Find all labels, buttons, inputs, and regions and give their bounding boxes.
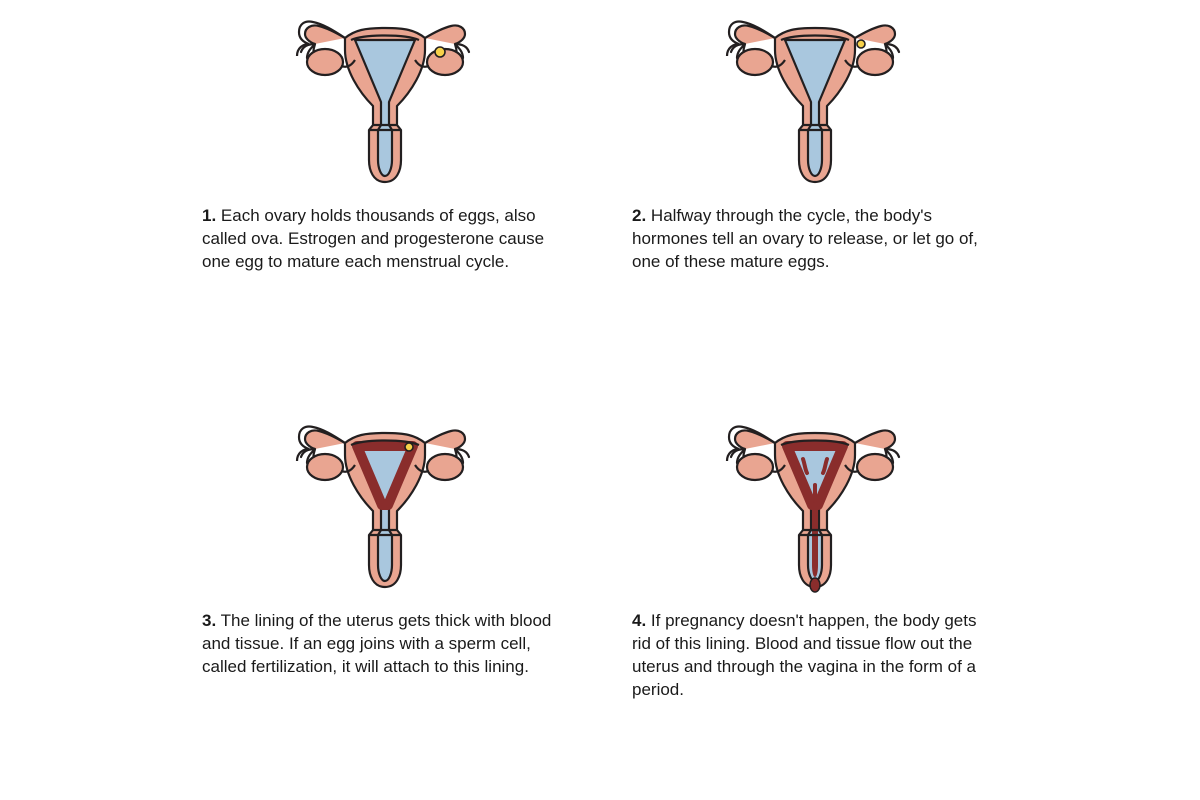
caption-num: 1.	[202, 206, 216, 225]
uterus-diagram-4	[715, 415, 915, 600]
caption-2: 2. Halfway through the cycle, the body's…	[630, 195, 1000, 274]
uterus-diagram-2	[715, 10, 915, 195]
caption-text: If pregnancy doesn't happen, the body ge…	[632, 611, 976, 699]
caption-num: 4.	[632, 611, 646, 630]
panel-2: 2. Halfway through the cycle, the body's…	[630, 10, 1000, 375]
uterus-diagram-3	[285, 415, 485, 600]
caption-1: 1. Each ovary holds thousands of eggs, a…	[200, 195, 570, 274]
infographic-grid: 1. Each ovary holds thousands of eggs, a…	[0, 0, 1200, 800]
panel-3: 3. The lining of the uterus gets thick w…	[200, 415, 570, 780]
uterus-diagram-1	[285, 10, 485, 195]
caption-4: 4. If pregnancy doesn't happen, the body…	[630, 600, 1000, 702]
caption-num: 2.	[632, 206, 646, 225]
caption-num: 3.	[202, 611, 216, 630]
caption-text: Each ovary holds thousands of eggs, also…	[202, 206, 544, 271]
panel-4: 4. If pregnancy doesn't happen, the body…	[630, 415, 1000, 780]
panel-1: 1. Each ovary holds thousands of eggs, a…	[200, 10, 570, 375]
caption-3: 3. The lining of the uterus gets thick w…	[200, 600, 570, 679]
caption-text: The lining of the uterus gets thick with…	[202, 611, 551, 676]
caption-text: Halfway through the cycle, the body's ho…	[632, 206, 978, 271]
